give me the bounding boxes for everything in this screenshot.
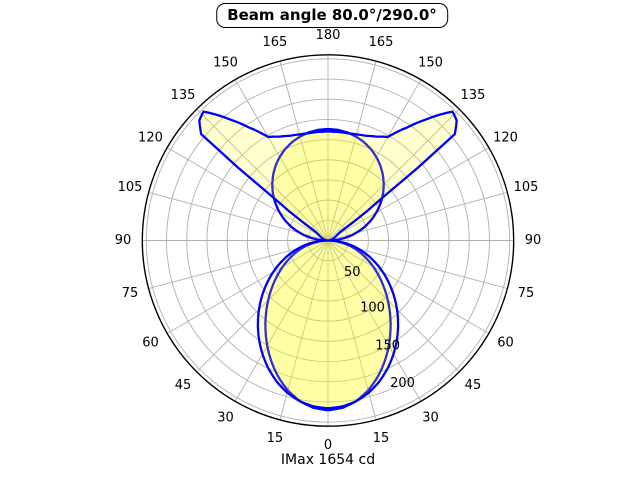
theta-tick-label: 120 <box>493 131 518 146</box>
theta-tick-label: 60 <box>497 336 514 351</box>
grid-spoke <box>327 108 460 241</box>
grid-spoke <box>327 240 460 373</box>
grid-circle <box>246 159 410 322</box>
theta-tick-label: 30 <box>217 411 234 426</box>
radial-tick-label: 200 <box>390 376 415 391</box>
grid-circle <box>186 98 470 383</box>
radial-tick-label: 100 <box>360 300 385 315</box>
theta-tick-label: 90 <box>525 233 542 248</box>
theta-tick-label: 75 <box>518 286 535 301</box>
theta-tick-label: 90 <box>115 233 132 248</box>
radial-tick-label: 150 <box>375 338 400 353</box>
theta-tick-label: 165 <box>263 35 288 50</box>
grid-spoke <box>327 240 422 402</box>
grid-spoke <box>327 61 377 241</box>
theta-tick-label: 45 <box>465 378 482 393</box>
polar-spine <box>141 54 515 427</box>
theta-tick-label: 45 <box>175 378 192 393</box>
theta-tick-label: 15 <box>267 431 284 446</box>
grid-spoke <box>196 240 329 373</box>
theta-tick-label: 105 <box>118 180 143 195</box>
grid-spoke <box>327 79 422 241</box>
intensity-curve-plane-narrow-lobe-and-top-circle <box>264 127 392 412</box>
theta-tick-label: 15 <box>373 431 390 446</box>
theta-tick-label: 150 <box>418 55 443 70</box>
grid-circle <box>266 179 390 302</box>
grid-spoke <box>196 108 329 241</box>
theta-tick-label: 180 <box>316 28 341 43</box>
intensity-curve-plane-wide-lobe-and-wings <box>198 110 458 410</box>
grid-spoke <box>327 147 490 241</box>
theta-tick-label: 75 <box>122 286 139 301</box>
grid-spoke <box>234 240 329 402</box>
grid-circle <box>226 139 430 342</box>
grid-circle <box>287 199 369 282</box>
theta-tick-label: 165 <box>369 35 394 50</box>
theta-tick-label: 60 <box>142 336 159 351</box>
grid-circle <box>206 118 450 363</box>
grid-spoke <box>166 240 329 334</box>
theta-tick-label: 135 <box>461 88 486 103</box>
theta-tick-label: 105 <box>514 180 539 195</box>
grid-circle <box>145 58 511 423</box>
theta-tick-label: 30 <box>422 411 439 426</box>
radial-tick-label: 50 <box>344 265 361 280</box>
grid-spoke <box>327 240 490 334</box>
imax-label: IMax 1654 cd <box>280 452 376 468</box>
theta-tick-label: 120 <box>138 131 163 146</box>
grid-circle <box>307 219 349 262</box>
grid-spoke <box>279 61 329 241</box>
grid-spoke <box>234 79 329 241</box>
grid-circle <box>166 78 490 403</box>
chart-title: Beam angle 80.0°/290.0° <box>216 3 448 28</box>
theta-tick-label: 135 <box>171 88 196 103</box>
theta-tick-label: 0 <box>324 438 332 453</box>
theta-tick-label: 150 <box>213 55 238 70</box>
grid-spoke <box>166 147 329 241</box>
